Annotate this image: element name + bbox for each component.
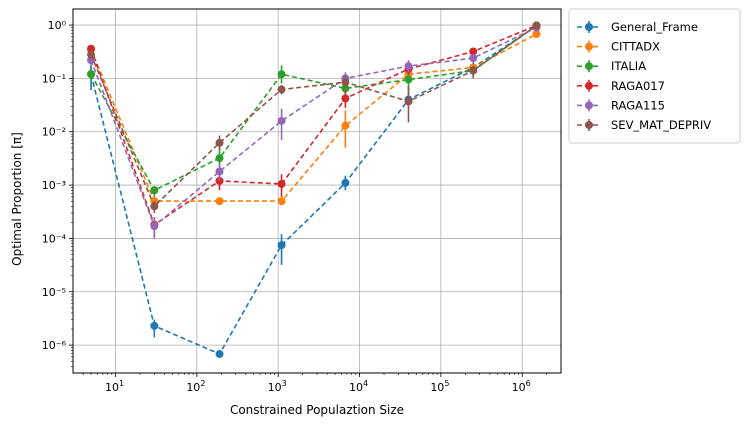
data-point (277, 179, 286, 188)
ticks: 101 102 103 104 105 106 10⁰ 10⁻¹ 10⁻² 10⁻³ 10⁻⁴ 10⁻… (42, 19, 547, 394)
data-point (404, 97, 413, 106)
data-point (215, 138, 224, 147)
legend-marker (585, 62, 593, 71)
data-point (150, 202, 159, 211)
data-point (150, 222, 159, 231)
series-line (90, 24, 537, 227)
data-point (469, 54, 478, 63)
data-point (215, 167, 224, 176)
data-point (215, 350, 224, 359)
x-tick-label: 106 (512, 379, 531, 394)
legend-item: ITALIA (577, 59, 646, 73)
legend-marker (585, 101, 593, 110)
x-tick-label: 105 (430, 379, 449, 394)
data-point (469, 47, 478, 56)
legend-label: RAGA115 (611, 98, 665, 112)
data-point (277, 85, 286, 94)
x-axis-title: Constrained Populaztion Size (230, 403, 404, 417)
y-tick-label: 10⁻⁴ (42, 232, 67, 245)
series-line (90, 25, 537, 356)
data-point (150, 321, 159, 330)
y-tick-label: 10⁻¹ (42, 72, 66, 85)
data-point (469, 66, 478, 75)
legend-label: General_Frame (611, 20, 698, 34)
legend-label: RAGA017 (611, 79, 665, 93)
y-tick-label: 10⁻² (42, 126, 66, 139)
legend-item: RAGA017 (577, 79, 665, 93)
data-point (215, 197, 224, 206)
data-point (277, 70, 286, 79)
data-point (277, 197, 286, 206)
data-point (532, 21, 541, 30)
legend-box (568, 8, 741, 144)
data-point (341, 94, 350, 103)
legend-item: RAGA115 (577, 98, 665, 112)
legend: General_Frame CITTADX ITALIA RAGA017 RAGA115… (568, 8, 741, 144)
y-tick-label: 10⁻³ (42, 179, 66, 192)
data-point (404, 62, 413, 71)
data-point (277, 116, 286, 125)
data-point (277, 241, 286, 250)
series-line (90, 24, 537, 192)
y-tick-label: 10⁰ (48, 19, 67, 32)
legend-marker (585, 42, 593, 51)
legend-marker (585, 81, 593, 90)
data-point (150, 186, 159, 195)
series-line (90, 26, 537, 228)
data-point (341, 178, 350, 187)
data-point (532, 29, 541, 38)
x-tick-label: 103 (268, 379, 287, 394)
legend-item: SEV_MAT_DEPRIV (577, 118, 711, 132)
data-point (404, 75, 413, 84)
data-point (215, 154, 224, 163)
legend-marker (585, 121, 593, 129)
series-line (90, 24, 537, 208)
y-tick-label: 10⁻⁶ (42, 339, 67, 352)
legend-label: SEV_MAT_DEPRIV (611, 118, 711, 132)
x-tick-label: 102 (186, 379, 205, 394)
legend-marker (585, 23, 593, 31)
y-axis-title: Optimal Proportion [π] (10, 132, 24, 266)
legend-item: General_Frame (577, 20, 698, 34)
legend-label: ITALIA (611, 59, 646, 73)
data-point (87, 70, 96, 79)
series-sev-mat-depriv (87, 21, 541, 213)
data-point (87, 50, 96, 59)
data-point (87, 44, 96, 53)
legend-item: CITTADX (577, 40, 660, 54)
data-point (341, 78, 350, 87)
y-tick-label: 10⁻⁵ (42, 286, 66, 299)
x-tick-label: 101 (105, 379, 124, 394)
x-tick-label: 104 (349, 379, 368, 394)
legend-label: CITTADX (611, 40, 660, 54)
series-layer (87, 21, 541, 359)
data-point (341, 121, 350, 130)
